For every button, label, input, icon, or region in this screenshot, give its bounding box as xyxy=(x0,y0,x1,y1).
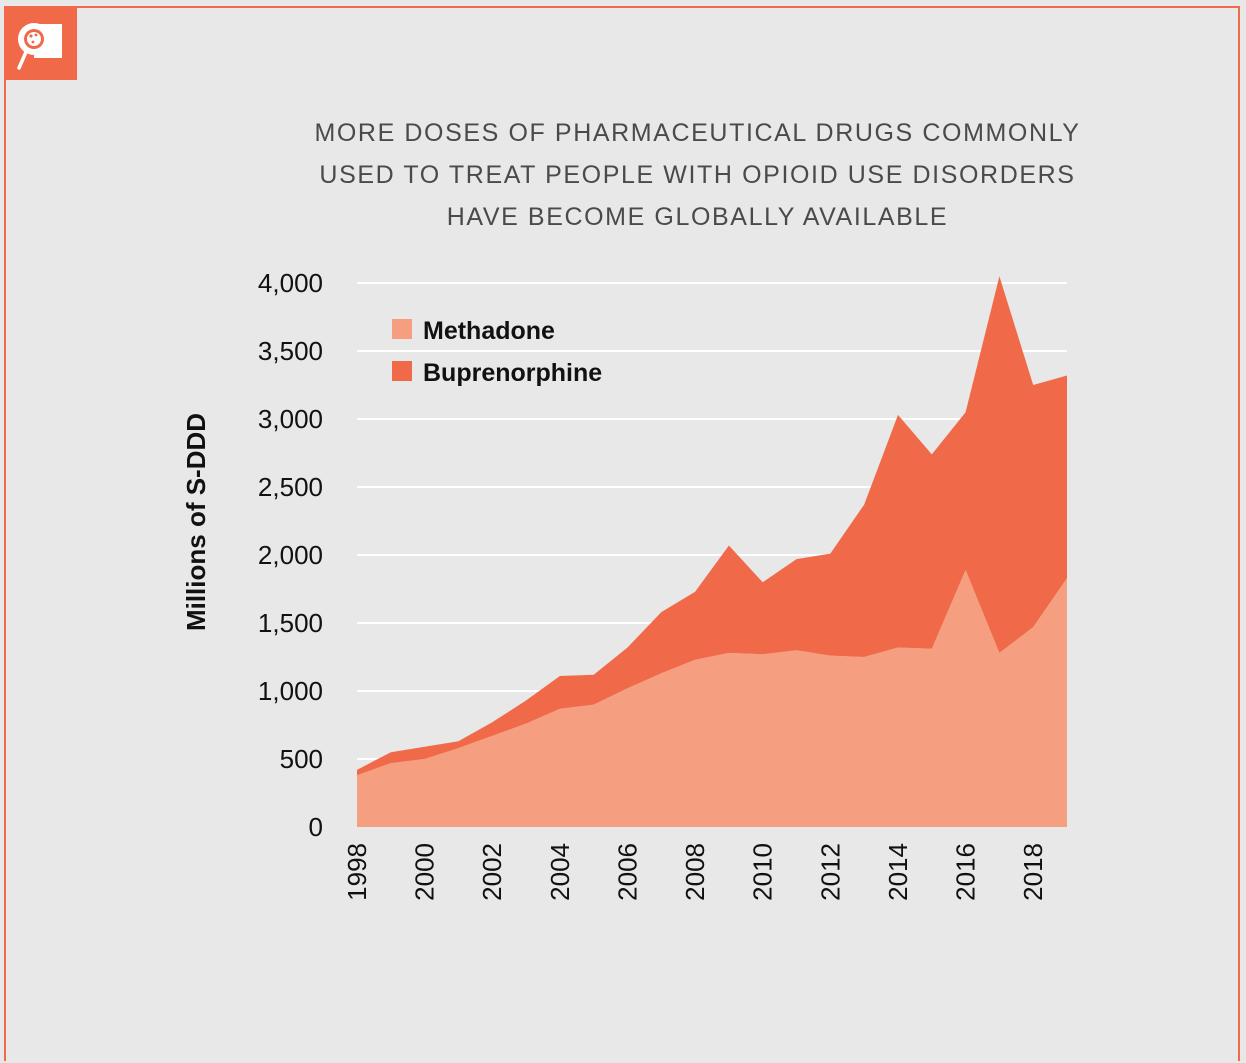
y-tick-label: 500 xyxy=(280,744,323,774)
x-tick-label: 2014 xyxy=(883,843,913,901)
y-tick-label: 1,000 xyxy=(258,676,323,706)
y-tick-label: 0 xyxy=(309,812,323,842)
x-tick-label: 1998 xyxy=(342,843,372,901)
legend: Methadone Buprenorphine xyxy=(392,317,602,387)
y-axis-label: Millions of S-DDD xyxy=(181,413,211,631)
x-tick-label: 2008 xyxy=(680,843,710,901)
chart-title: MORE DOSES OF PHARMACEUTICAL DRUGS COMMO… xyxy=(300,112,1095,238)
legend-swatch-methadone xyxy=(392,319,412,339)
x-tick-label: 2018 xyxy=(1018,843,1048,901)
x-tick-label: 2004 xyxy=(545,843,575,901)
frame-border xyxy=(4,6,1240,1061)
x-tick-label: 2010 xyxy=(748,843,778,901)
legend-label-methadone: Methadone xyxy=(423,317,555,345)
y-axis-ticks: 0 500 1,000 1,500 2,000 2,500 3,000 3,500 4,000 xyxy=(258,268,323,842)
y-tick-label: 2,500 xyxy=(258,472,323,502)
chart-title-line-3: HAVE BECOME GLOBALLY AVAILABLE xyxy=(446,203,949,231)
x-axis-ticks: 1998 2000 2002 2004 2006 2008 2010 2012 2014 2016… xyxy=(342,843,1048,901)
x-tick-label: 2006 xyxy=(612,843,642,901)
x-tick-label: 2002 xyxy=(477,843,507,901)
y-tick-label: 1,500 xyxy=(258,608,323,638)
header-icon-box xyxy=(4,6,77,80)
chart-areas xyxy=(357,276,1067,827)
y-tick-label: 2,000 xyxy=(258,540,323,570)
chart-title-line-2: USED TO TREAT PEOPLE WITH OPIOID USE DIS… xyxy=(319,161,1076,189)
x-tick-label: 2000 xyxy=(410,843,440,901)
y-tick-label: 3,000 xyxy=(258,404,323,434)
area-series-methadone xyxy=(357,570,1067,827)
area-series-buprenorphine xyxy=(357,276,1067,776)
x-tick-label: 2016 xyxy=(951,843,981,901)
legend-swatch-buprenorphine xyxy=(392,361,412,381)
y-tick-label: 3,500 xyxy=(258,336,323,366)
chart-title-line-1: MORE DOSES OF PHARMACEUTICAL DRUGS COMMO… xyxy=(314,119,1081,147)
y-tick-label: 4,000 xyxy=(258,268,323,298)
legend-label-buprenorphine: Buprenorphine xyxy=(423,359,602,387)
x-tick-label: 2012 xyxy=(815,843,845,901)
magnifier-pill-icon xyxy=(17,23,62,70)
